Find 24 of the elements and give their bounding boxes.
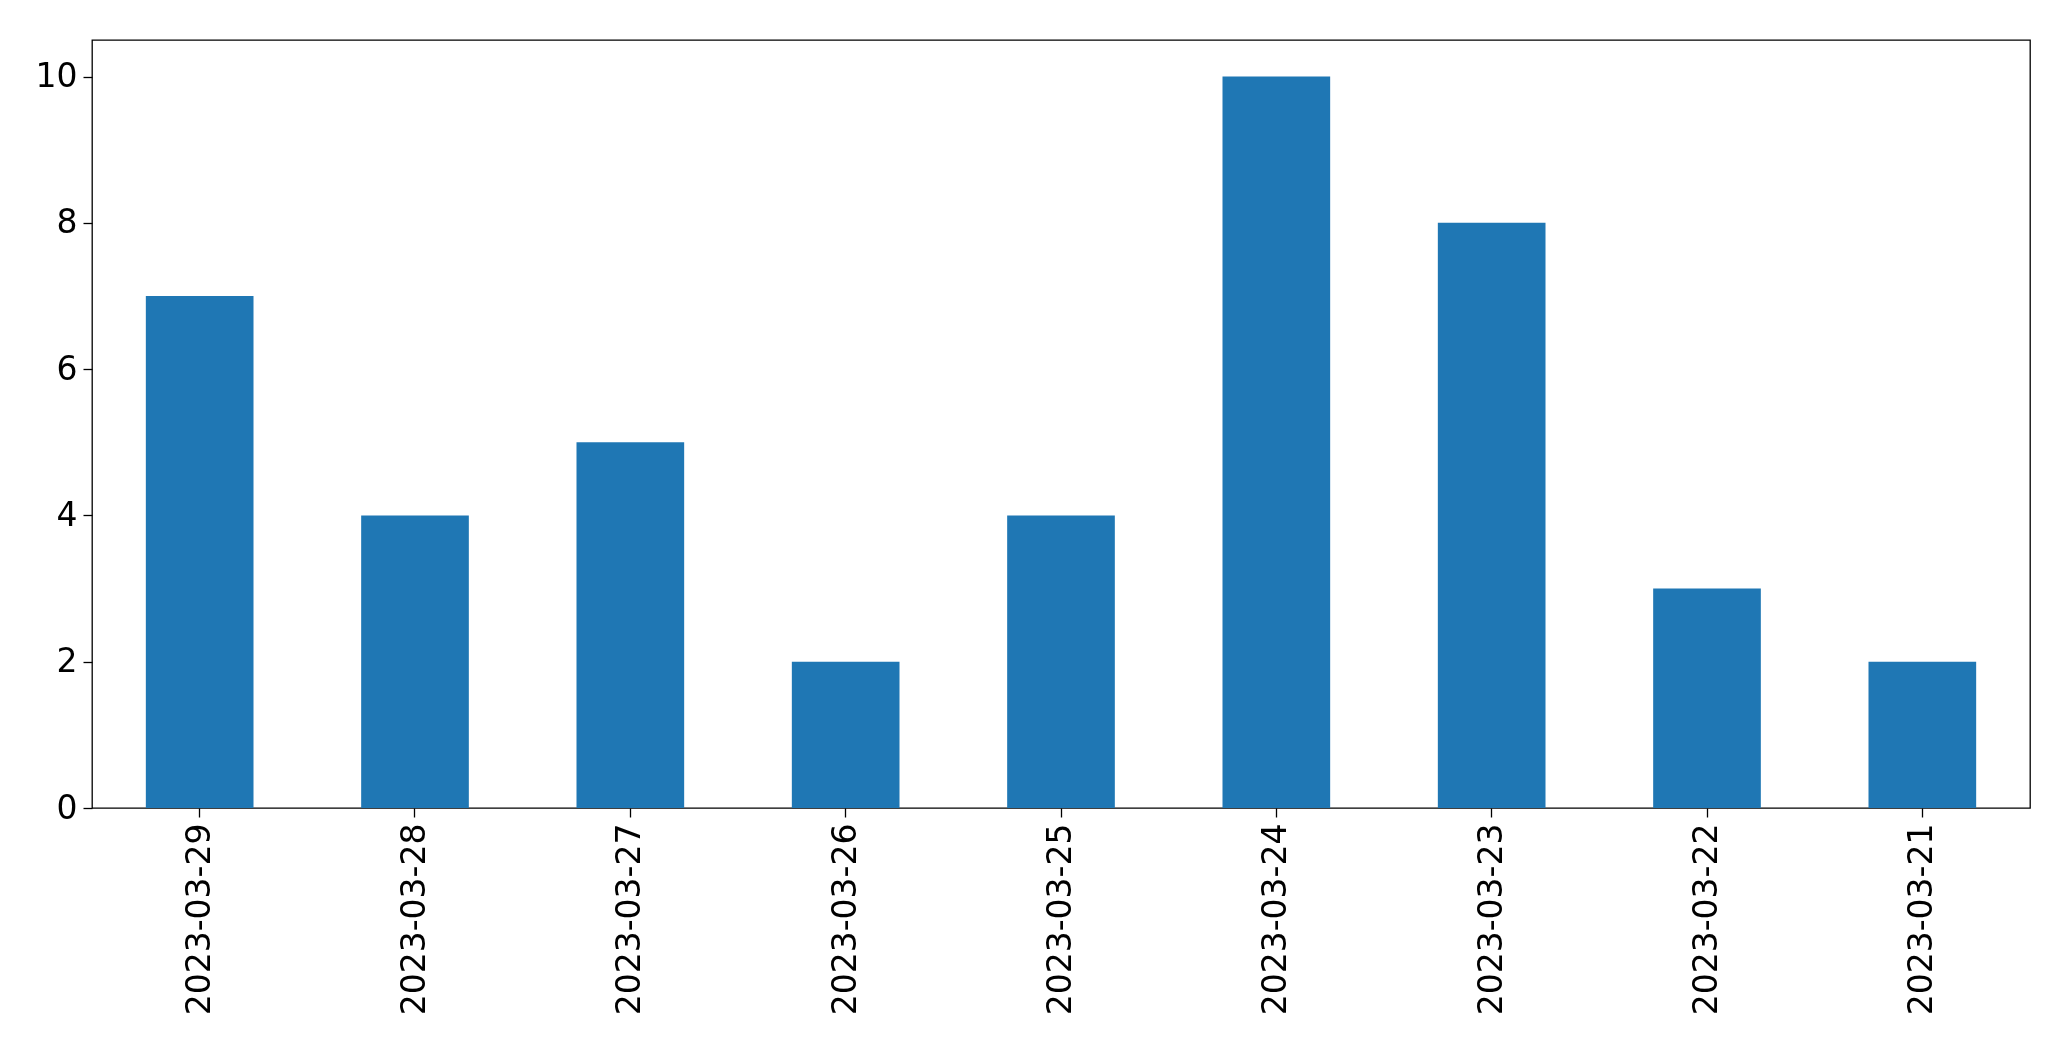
x-tick-label: 2023-03-22 <box>1686 823 1725 1016</box>
x-tick-label: 2023-03-29 <box>178 823 218 1016</box>
x-tick-label: 2023-03-21 <box>1901 823 1941 1016</box>
x-tick-label: 2023-03-26 <box>824 823 864 1016</box>
y-tick-label: 8 <box>56 202 78 242</box>
x-tick-label: 2023-03-28 <box>394 823 433 1016</box>
y-tick-label: 10 <box>35 56 78 96</box>
y-tick-label: 6 <box>56 348 78 388</box>
bar <box>1222 76 1331 808</box>
x-tick-label: 2023-03-27 <box>609 823 649 1016</box>
bar <box>1437 222 1546 808</box>
x-tick-label: 2023-03-25 <box>1040 823 1079 1016</box>
bar <box>1007 515 1115 808</box>
bar <box>361 515 469 808</box>
x-tick-label: 2023-03-24 <box>1255 823 1295 1016</box>
x-tick-label: 2023-03-23 <box>1470 823 1510 1016</box>
y-tick-label: 0 <box>56 787 78 827</box>
y-tick-label: 4 <box>56 494 78 534</box>
y-tick-label: 2 <box>56 641 78 681</box>
bar <box>1653 588 1761 808</box>
bar <box>576 442 685 808</box>
bar <box>1868 661 1977 808</box>
bar <box>791 661 900 808</box>
bar <box>145 296 254 808</box>
